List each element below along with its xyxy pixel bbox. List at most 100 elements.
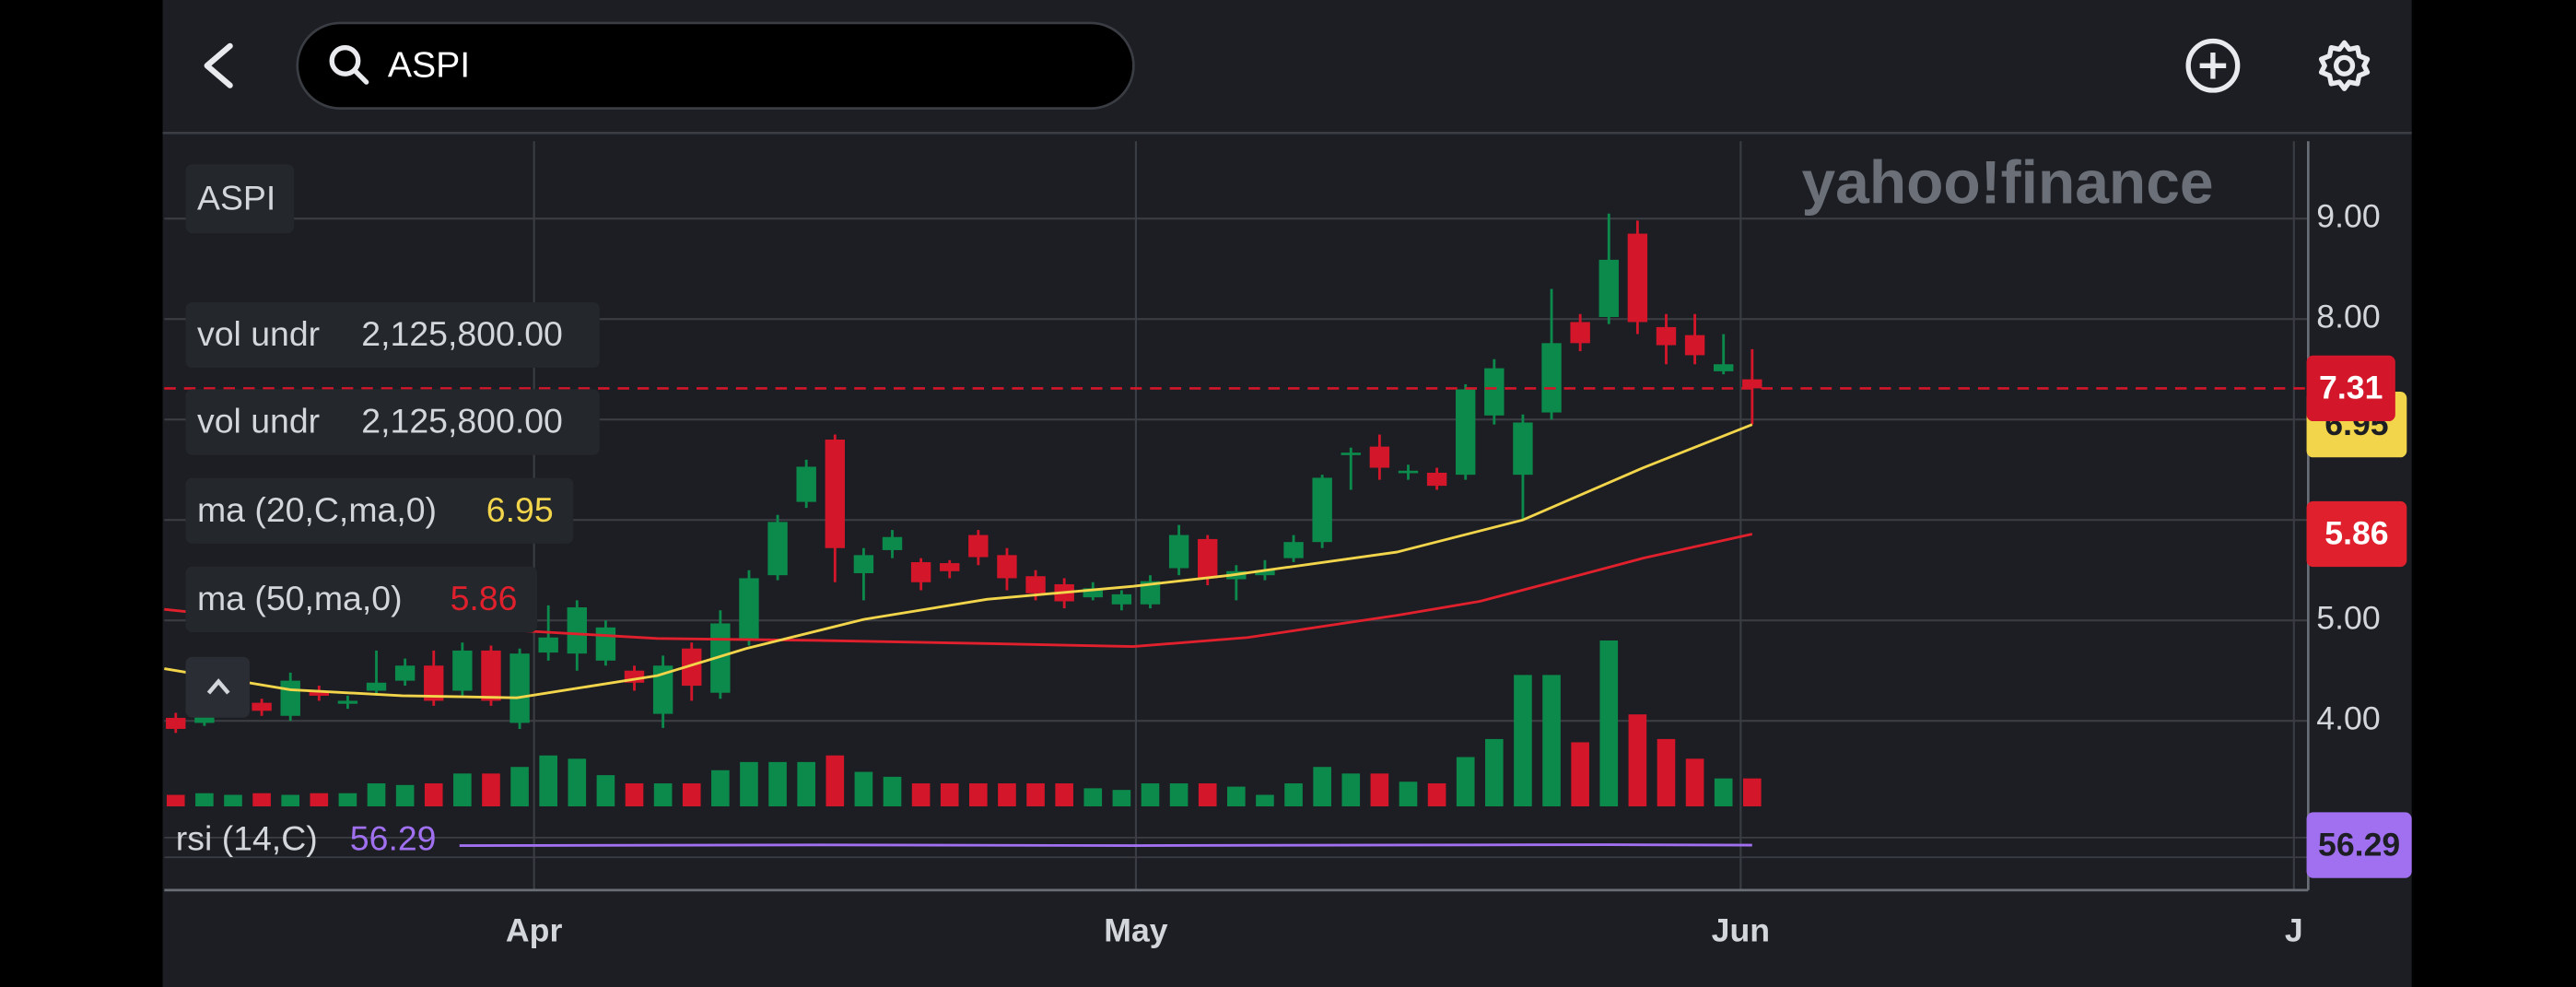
volume-bar	[1026, 783, 1045, 806]
volume-bar	[1083, 788, 1103, 806]
volume-bar	[338, 793, 357, 806]
volume-bar	[539, 755, 557, 806]
price-badge	[2306, 812, 2412, 878]
volume-bar	[825, 755, 845, 806]
volume-bar	[1256, 794, 1274, 806]
search-box[interactable]	[296, 21, 1135, 110]
legend-value: 2,125,800.00	[361, 314, 563, 353]
add-button[interactable]	[2185, 38, 2241, 93]
volume-bar	[797, 761, 815, 806]
candle-body	[997, 555, 1017, 579]
legend-box	[185, 389, 600, 455]
candle-body	[1083, 588, 1103, 598]
volume-bar	[768, 761, 787, 806]
settings-button[interactable]	[2318, 40, 2371, 91]
candle-body	[1456, 389, 1476, 476]
candle-body	[1684, 335, 1705, 356]
volume-bar	[367, 783, 386, 806]
volume-bar	[940, 783, 959, 806]
candle-body	[1742, 379, 1762, 389]
volume-bar	[424, 783, 443, 806]
volume-bar	[1685, 758, 1704, 806]
candle-body	[825, 440, 845, 548]
plot-area	[164, 141, 2309, 890]
collapse-icon	[206, 678, 230, 695]
volume-bar	[969, 783, 988, 806]
volume-bar	[1370, 773, 1389, 806]
candle-body	[1570, 322, 1590, 344]
candle-body	[853, 555, 874, 573]
volume-bar	[1743, 778, 1762, 806]
volume-bar	[883, 776, 902, 806]
volume-bar	[510, 767, 529, 806]
candle-body	[796, 466, 816, 502]
price-badge	[2306, 355, 2395, 422]
volume-bar	[1628, 714, 1647, 806]
candle-body	[424, 665, 444, 701]
price-badge-label: 5.86	[2324, 515, 2388, 552]
legend-name: ma (20,C,ma,0)	[197, 490, 437, 529]
volume-bar	[224, 794, 242, 806]
volume-bar	[625, 783, 644, 806]
search-text: ASPI	[388, 45, 470, 85]
volume-bar	[195, 793, 214, 806]
candle-body	[1598, 259, 1619, 318]
symbol-label: ASPI	[197, 178, 275, 217]
y-tick-label: 9.00	[2316, 198, 2380, 235]
volume-bar	[1514, 675, 1532, 806]
volume-bar	[1399, 781, 1418, 806]
volume-bar	[911, 783, 931, 806]
volume-bar	[1571, 742, 1589, 806]
candle-body	[1198, 538, 1218, 579]
watermark: yahoo!finance	[1801, 148, 2213, 217]
volume-bar	[1714, 778, 1733, 806]
volume-bar	[854, 771, 873, 806]
back-button[interactable]	[204, 42, 233, 88]
legend-box	[185, 164, 295, 234]
legend-name: rsi (14,C)	[176, 818, 318, 857]
candle-body	[1341, 452, 1361, 455]
volume-bar	[682, 783, 701, 806]
candle-body	[1627, 233, 1648, 323]
candle-body	[1541, 343, 1562, 413]
candle-body	[767, 522, 788, 576]
volume-bar	[1198, 783, 1217, 806]
candle-body	[968, 535, 989, 558]
candle-body	[481, 650, 501, 701]
candle-body	[682, 648, 702, 687]
legend-box	[185, 477, 574, 544]
x-tick-label: Jun	[1712, 912, 1770, 949]
volume-bar	[453, 773, 472, 806]
candle-body	[1025, 576, 1046, 593]
volume-bar	[1456, 757, 1475, 806]
collapse-button[interactable]	[185, 656, 251, 718]
ma20-line	[164, 423, 1753, 699]
candle-body	[1255, 570, 1275, 576]
price-badge-label: 7.31	[2319, 370, 2383, 406]
volume-bar	[1141, 783, 1160, 806]
legend: ASPI vol undr 2,125,800.00 vol undr 2,12…	[176, 164, 600, 857]
volume-bar	[1227, 786, 1246, 806]
volume-bar	[1427, 783, 1446, 806]
legend-name: ma (50,ma,0)	[197, 579, 403, 617]
legend-name: vol undr	[197, 402, 320, 441]
candle-body	[538, 637, 558, 653]
candle-body	[337, 700, 358, 704]
volume-bar	[740, 761, 758, 806]
search-icon	[329, 45, 369, 85]
volume-bar	[653, 783, 673, 806]
x-tick-label: May	[1104, 912, 1168, 949]
volume-bar	[1485, 738, 1504, 806]
candle-body	[910, 561, 931, 582]
candle-body	[1398, 470, 1419, 474]
candle-body	[1312, 477, 1332, 543]
volume-bar	[596, 775, 615, 806]
candle-body	[882, 536, 903, 550]
candle-body	[567, 607, 587, 654]
candle-body	[366, 682, 387, 691]
volume-bar	[1055, 783, 1073, 806]
candle-body	[595, 627, 616, 661]
volume-bar	[1313, 767, 1331, 806]
axes: 4.005.006.007.008.009.00AprMayJunJ6.957.…	[164, 141, 2412, 949]
